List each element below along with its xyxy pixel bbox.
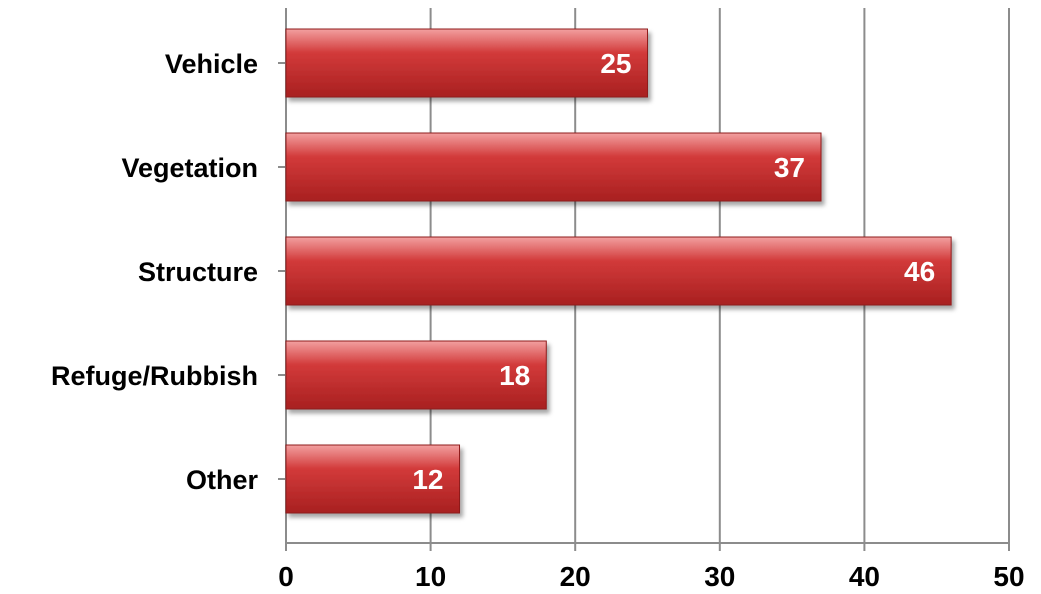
category-label-other: Other bbox=[186, 465, 259, 495]
data-label-structure: 46 bbox=[904, 256, 935, 287]
bar-other bbox=[285, 444, 461, 514]
x-tick-label-50: 50 bbox=[993, 561, 1024, 589]
bar-refuge-rubbish bbox=[285, 340, 547, 410]
data-label-refuge-rubbish: 18 bbox=[499, 360, 530, 391]
bar-vehicle bbox=[285, 28, 648, 98]
labels: 0 10 20 30 40 50 25 Vehicle 37 Vegetation 46 Struct… bbox=[51, 48, 1025, 592]
category-label-refuge-rubbish: Refuge/Rubbish bbox=[51, 361, 258, 391]
x-tick-label-10: 10 bbox=[415, 561, 446, 589]
category-label-vehicle: Vehicle bbox=[165, 49, 258, 79]
x-tick-label-0: 0 bbox=[278, 561, 294, 589]
bar-vegetation bbox=[285, 132, 822, 202]
category-label-structure: Structure bbox=[138, 257, 258, 287]
category-label-vegetation: Vegetation bbox=[121, 153, 258, 183]
bars bbox=[285, 28, 952, 514]
data-label-other: 12 bbox=[412, 464, 443, 495]
x-tick-label-20: 20 bbox=[560, 561, 591, 589]
data-label-vehicle: 25 bbox=[600, 48, 631, 79]
data-label-vegetation: 37 bbox=[774, 152, 805, 183]
x-tick-label-40: 40 bbox=[849, 561, 880, 589]
bar-structure bbox=[285, 236, 952, 306]
x-tick-label-30: 30 bbox=[704, 561, 735, 589]
